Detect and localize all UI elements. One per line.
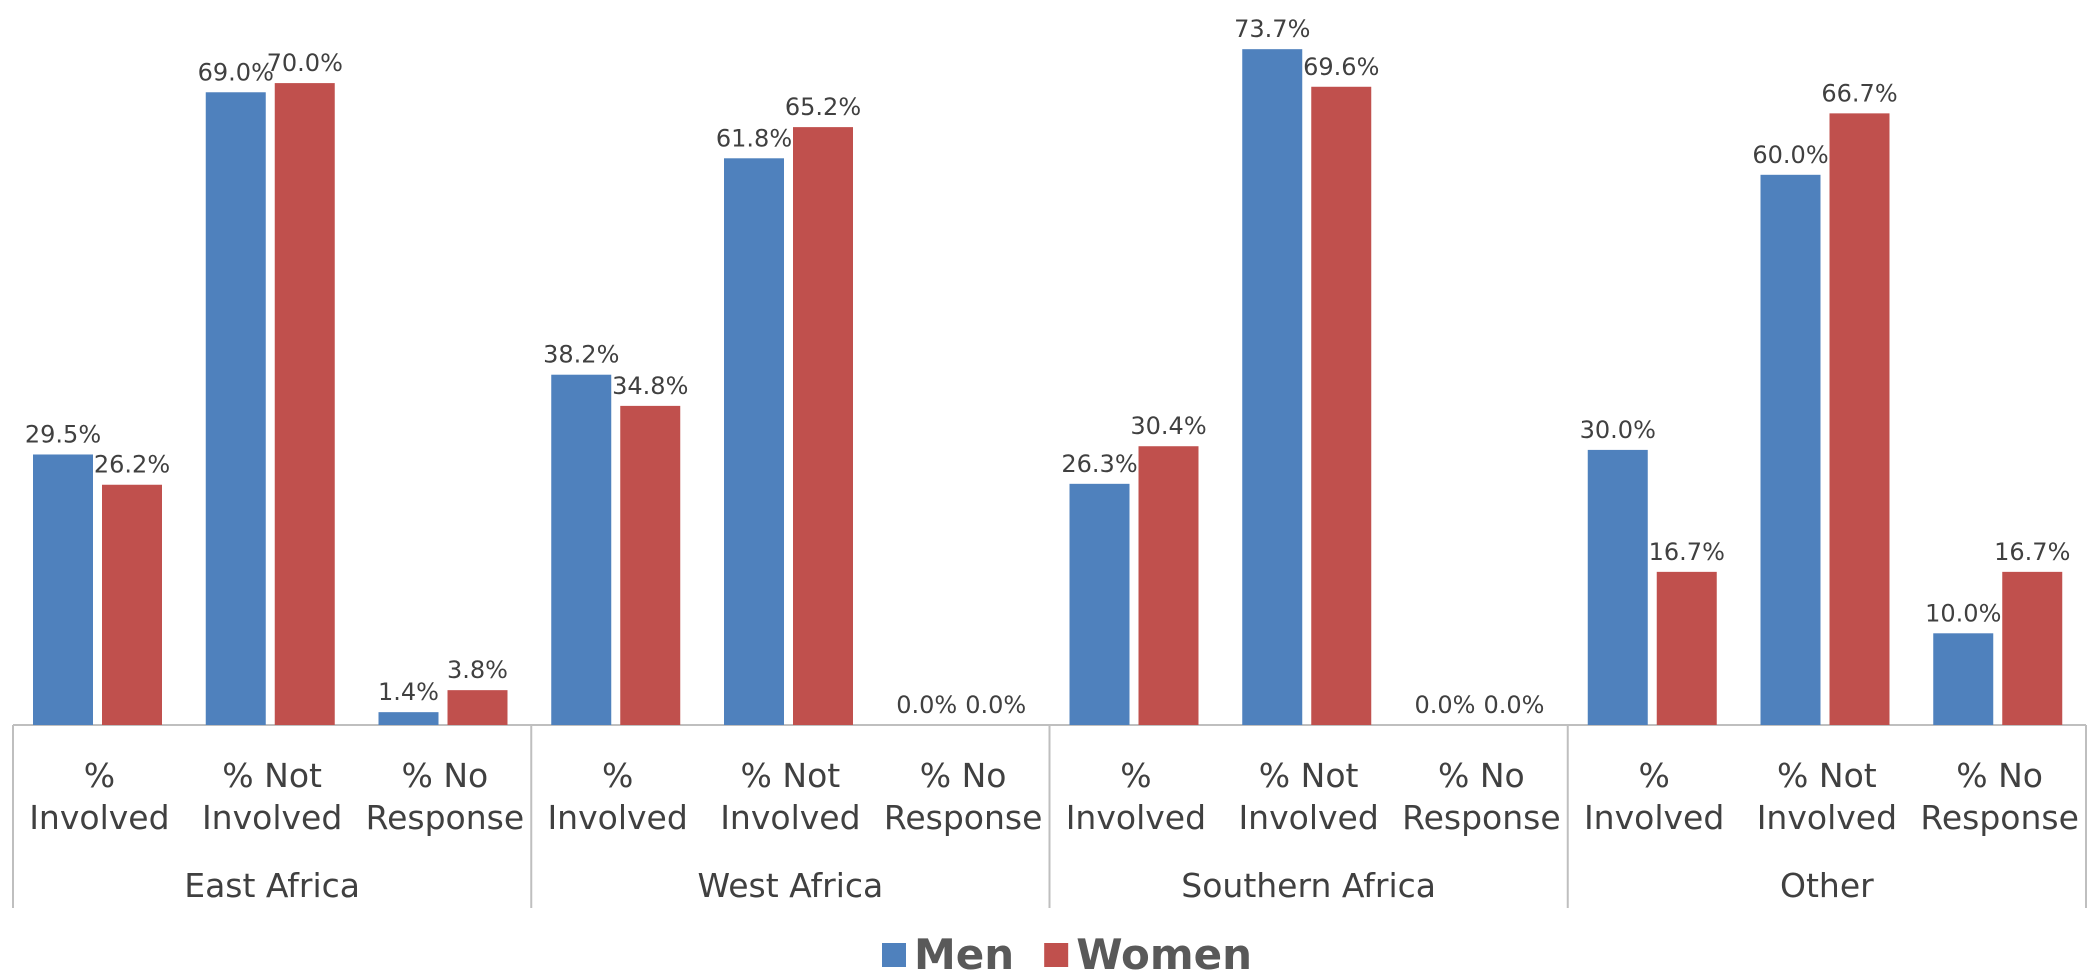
x-tick-label: % Not Involved xyxy=(720,756,860,837)
legend-label: Women xyxy=(1076,930,1252,972)
x-tick-label: % No Response xyxy=(1920,756,2079,837)
value-label: 3.8% xyxy=(447,656,508,684)
group-label: East Africa xyxy=(184,866,360,905)
bar xyxy=(102,484,162,725)
value-label: 16.7% xyxy=(1994,538,2070,566)
x-tick-label: % Involved xyxy=(547,756,687,837)
legend-swatch xyxy=(882,943,906,967)
x-tick-label: % Not Involved xyxy=(1238,756,1378,837)
bar xyxy=(1138,446,1199,725)
bar xyxy=(793,127,853,726)
bar xyxy=(274,83,335,726)
bar xyxy=(1656,571,1717,725)
value-label: 0.0% xyxy=(1484,691,1545,719)
value-label: 0.0% xyxy=(965,691,1026,719)
value-label: 10.0% xyxy=(1925,599,2001,627)
value-label: 70.0% xyxy=(267,49,343,77)
x-tick-label: % Involved xyxy=(1584,756,1724,837)
value-label: 38.2% xyxy=(543,341,619,369)
value-label: 0.0% xyxy=(896,691,957,719)
bar xyxy=(1069,483,1130,725)
x-tick-label: % Not Involved xyxy=(202,756,342,837)
bar xyxy=(33,454,93,725)
bar xyxy=(447,690,508,725)
bar xyxy=(1587,449,1648,725)
x-tick-label: % No Response xyxy=(366,756,525,837)
value-label: 26.3% xyxy=(1061,450,1137,478)
group-label: Southern Africa xyxy=(1181,866,1436,905)
bar xyxy=(724,158,784,725)
value-label: 30.4% xyxy=(1130,412,1206,440)
x-tick-label: % Involved xyxy=(1066,756,1206,837)
value-label: 26.2% xyxy=(94,451,170,479)
bar xyxy=(1933,633,1994,725)
value-label: 0.0% xyxy=(1415,691,1476,719)
value-label: 16.7% xyxy=(1649,538,1725,566)
bar xyxy=(620,405,681,725)
value-label: 66.7% xyxy=(1821,79,1897,107)
bar xyxy=(1242,49,1303,725)
x-tick-label: % No Response xyxy=(1402,756,1561,837)
bar xyxy=(1311,86,1372,725)
value-label: 34.8% xyxy=(612,372,688,400)
bar xyxy=(205,92,266,725)
group-label: West Africa xyxy=(698,866,884,905)
bar xyxy=(1760,174,1821,726)
legend-label: Men xyxy=(914,930,1014,972)
value-label: 30.0% xyxy=(1580,416,1656,444)
bar xyxy=(2002,571,2063,725)
value-label: 69.0% xyxy=(198,58,274,86)
bar xyxy=(551,374,612,725)
value-label: 73.7% xyxy=(1234,15,1310,43)
value-label: 61.8% xyxy=(716,124,792,152)
value-label: 65.2% xyxy=(785,93,861,121)
value-label: 29.5% xyxy=(25,420,101,448)
x-tick-label: % Involved xyxy=(29,756,169,837)
value-label: 69.6% xyxy=(1303,53,1379,81)
value-label: 60.0% xyxy=(1752,141,1828,169)
group-label: Other xyxy=(1780,866,1874,905)
bar xyxy=(378,712,439,725)
x-tick-label: % No Response xyxy=(884,756,1043,837)
x-tick-label: % Not Involved xyxy=(1757,756,1897,837)
legend-swatch xyxy=(1044,943,1069,967)
bar xyxy=(1829,113,1890,725)
value-label: 1.4% xyxy=(378,678,439,706)
